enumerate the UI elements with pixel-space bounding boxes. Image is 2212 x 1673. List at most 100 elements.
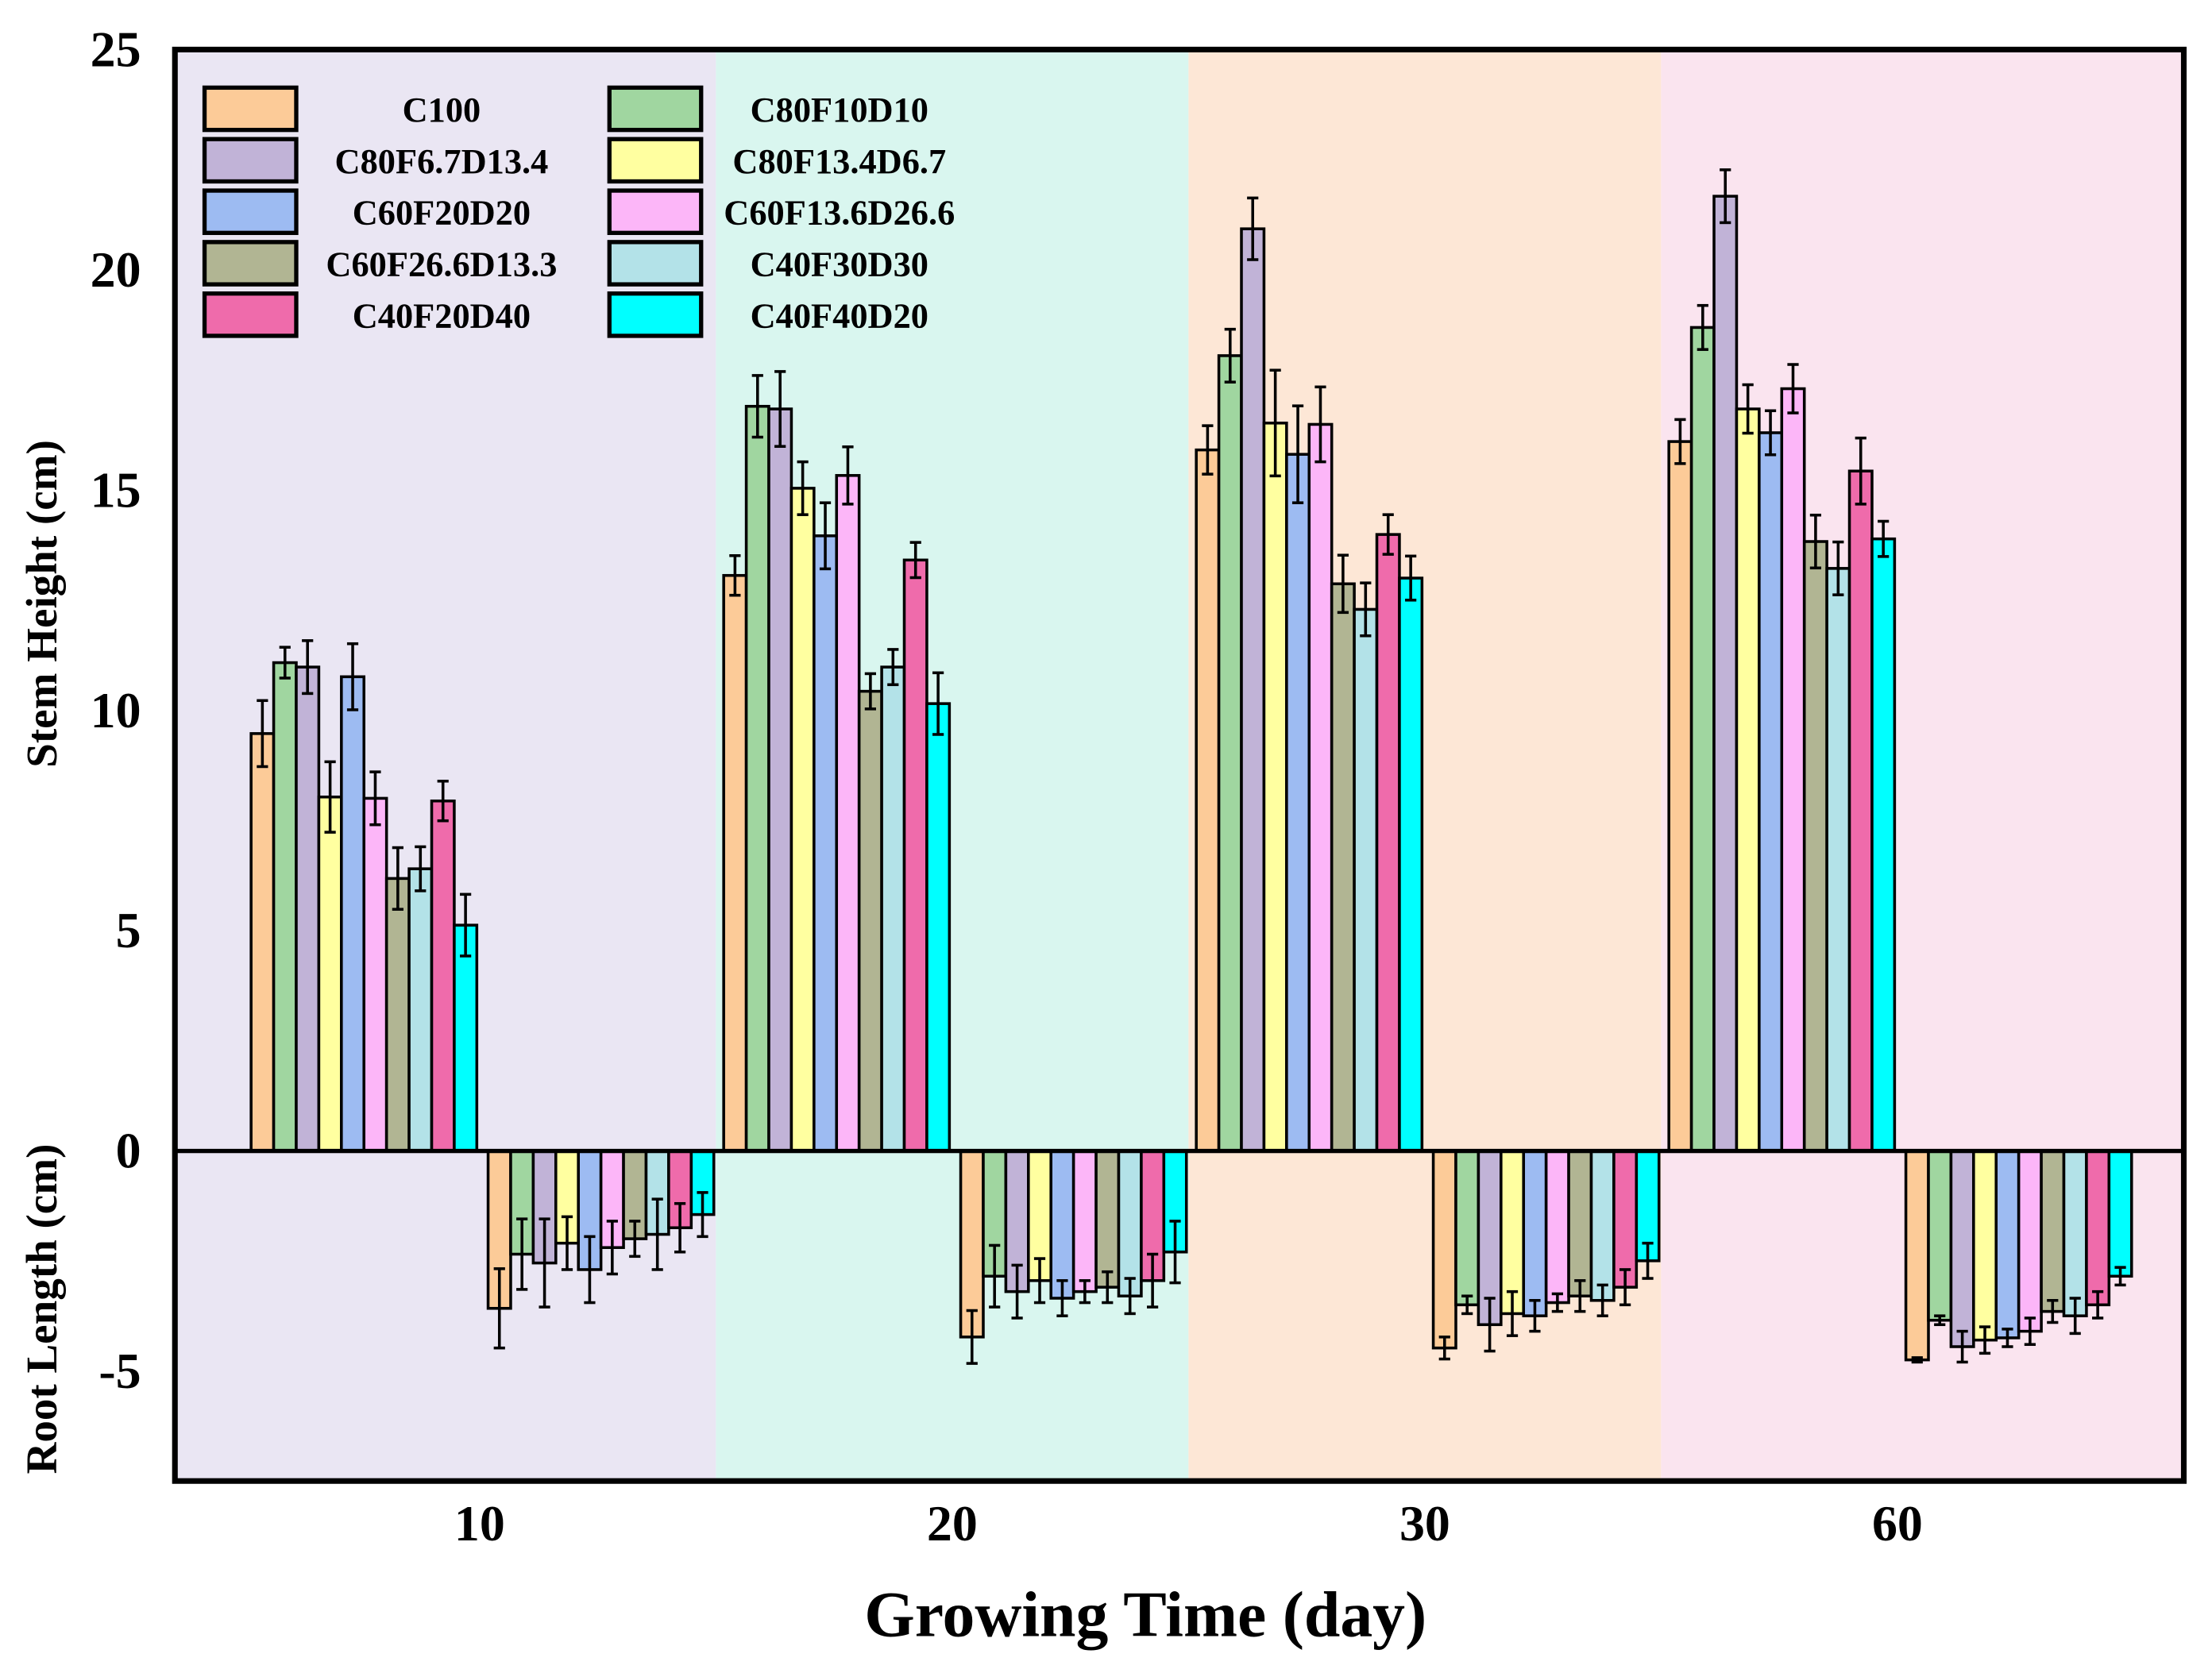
stem-error-bar bbox=[887, 648, 899, 687]
root-error-bar bbox=[1169, 1220, 1181, 1285]
root-error-bar bbox=[1438, 1336, 1450, 1361]
root-bar bbox=[1500, 1149, 1526, 1316]
x-tick-label: 10 bbox=[454, 1495, 505, 1552]
stem-error-bar bbox=[751, 374, 763, 439]
stem-error-bar bbox=[392, 846, 403, 911]
root-error-bar bbox=[1596, 1283, 1608, 1317]
legend-item: C60F20D20 bbox=[202, 188, 531, 235]
legend-swatch bbox=[202, 240, 299, 287]
stem-error-bar bbox=[1247, 196, 1259, 261]
y-tick-label: 5 bbox=[116, 902, 141, 958]
stem-error-bar bbox=[842, 445, 854, 506]
root-bar bbox=[1094, 1149, 1121, 1289]
legend-item: C80F13.4D6.7 bbox=[607, 137, 946, 184]
stem-bar bbox=[317, 795, 343, 1152]
stem-bar bbox=[1847, 469, 1874, 1152]
legend-label: C80F6.7D13.4 bbox=[335, 141, 549, 181]
legend-item: C40F30D30 bbox=[607, 240, 928, 287]
legend-label: C40F20D40 bbox=[353, 295, 531, 335]
stem-bar bbox=[744, 404, 770, 1152]
stem-bar bbox=[789, 487, 816, 1152]
stem-bar bbox=[767, 407, 793, 1152]
root-bar bbox=[1972, 1149, 1998, 1342]
root-bar bbox=[1927, 1149, 1953, 1322]
stem-error-bar bbox=[415, 845, 427, 892]
stem-error-bar bbox=[1855, 436, 1866, 506]
root-error-bar bbox=[2002, 1328, 2013, 1348]
legend-swatch bbox=[607, 240, 704, 287]
root-error-bar bbox=[697, 1191, 708, 1239]
stem-error-bar bbox=[1202, 424, 1214, 476]
root-bar bbox=[2085, 1149, 2111, 1307]
stem-error-bar bbox=[1337, 553, 1349, 615]
root-error-bar bbox=[1011, 1263, 1023, 1320]
legend-label: C80F13.4D6.7 bbox=[732, 141, 946, 181]
root-error-bar bbox=[2069, 1297, 2081, 1336]
root-error-bar bbox=[1461, 1294, 1473, 1316]
y-tick-label: 10 bbox=[91, 682, 141, 738]
plot-frame bbox=[172, 46, 2187, 1484]
stem-error-bar bbox=[369, 770, 381, 827]
stem-error-bar bbox=[909, 541, 921, 580]
stem-bar bbox=[295, 665, 321, 1152]
stem-bar bbox=[1285, 453, 1311, 1152]
stem-bar bbox=[340, 675, 366, 1152]
stem-bar bbox=[1735, 407, 1761, 1152]
x-axis-label: Growing Time (day) bbox=[864, 1579, 1426, 1651]
legend-item: C40F40D20 bbox=[607, 291, 928, 338]
stem-error-bar bbox=[1742, 383, 1754, 435]
root-bar bbox=[1904, 1149, 1930, 1362]
stem-error-bar bbox=[346, 642, 359, 711]
stem-error-bar bbox=[1291, 404, 1304, 504]
stem-error-bar bbox=[864, 672, 876, 711]
stem-error-bar bbox=[932, 671, 944, 736]
root-bar bbox=[1431, 1149, 1457, 1350]
root-bar bbox=[1071, 1149, 1098, 1293]
stem-bar bbox=[857, 689, 883, 1152]
stem-bar bbox=[1667, 440, 1693, 1152]
legend-swatch bbox=[607, 188, 704, 235]
stem-error-bar bbox=[1764, 409, 1777, 457]
stem-error-bar bbox=[1720, 168, 1731, 225]
x-tick-label: 30 bbox=[1399, 1495, 1450, 1552]
root-error-bar bbox=[1551, 1292, 1563, 1313]
root-error-bar bbox=[606, 1220, 618, 1276]
root-bar bbox=[1589, 1149, 1616, 1302]
legend-item: C100 bbox=[202, 85, 481, 133]
root-error-bar bbox=[2092, 1289, 2104, 1320]
root-bar bbox=[1994, 1149, 2021, 1340]
stem-error-bar bbox=[797, 460, 809, 516]
root-error-bar bbox=[1484, 1297, 1496, 1353]
root-bar bbox=[1117, 1149, 1143, 1297]
stem-error-bar bbox=[1269, 368, 1281, 478]
y-tick-label: 15 bbox=[91, 461, 141, 518]
root-bar bbox=[1612, 1149, 1639, 1289]
y-tick-label: 0 bbox=[116, 1122, 141, 1178]
stem-bar bbox=[407, 867, 434, 1152]
stem-bar bbox=[249, 732, 276, 1152]
stem-bar bbox=[1758, 431, 1784, 1152]
background-regions bbox=[175, 49, 2184, 1482]
stem-error-bar bbox=[257, 699, 268, 769]
root-error-bar bbox=[966, 1309, 978, 1365]
root-bar bbox=[2107, 1149, 2133, 1278]
root-error-bar bbox=[1619, 1268, 1631, 1307]
legend-label: C60F20D20 bbox=[353, 193, 531, 233]
stem-error-bar bbox=[1405, 554, 1417, 602]
stem-bar bbox=[384, 877, 411, 1152]
root-error-bar bbox=[1956, 1329, 1968, 1364]
stem-bar bbox=[1780, 387, 1806, 1152]
stem-bar bbox=[925, 702, 952, 1152]
root-error-bar bbox=[539, 1217, 550, 1309]
root-error-bar bbox=[989, 1243, 1001, 1309]
stem-bar bbox=[430, 799, 456, 1152]
legend-label: C60F13.6D26.6 bbox=[724, 193, 955, 233]
root-error-bar bbox=[1033, 1257, 1046, 1305]
x-tick-label: 20 bbox=[927, 1495, 978, 1552]
root-error-bar bbox=[1934, 1314, 1946, 1327]
stem-error-bar bbox=[774, 370, 786, 448]
root-bar bbox=[1454, 1149, 1480, 1307]
bars bbox=[249, 168, 2133, 1365]
stem-bar bbox=[453, 923, 479, 1152]
